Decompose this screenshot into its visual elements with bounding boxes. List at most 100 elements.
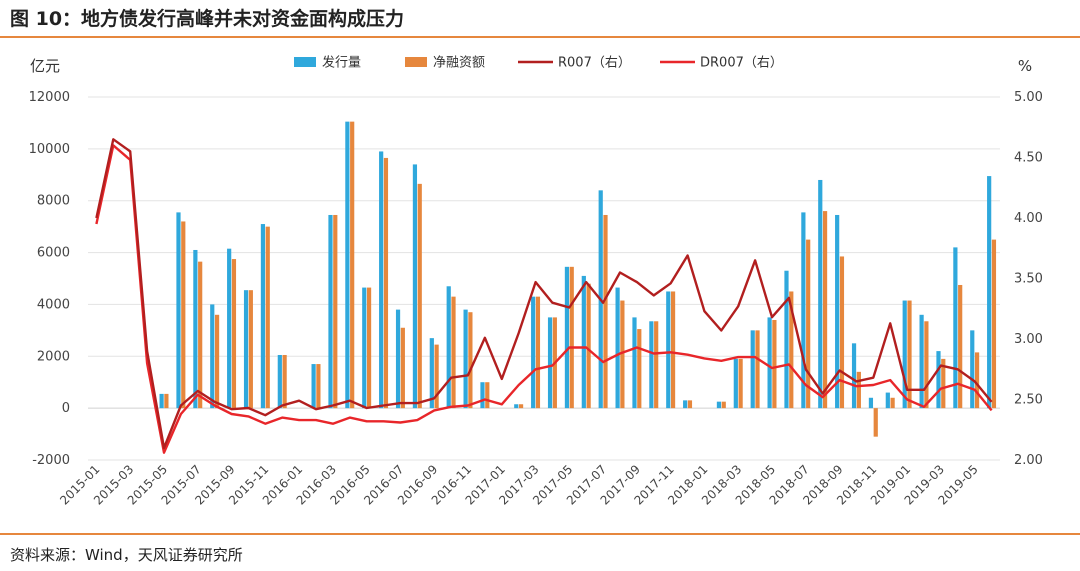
bar-net-financing (637, 329, 642, 409)
bar-issuance (885, 392, 890, 409)
bar-net-financing (839, 256, 845, 409)
bar-net-financing (974, 352, 980, 409)
bar-net-financing (890, 397, 895, 409)
y-left-tick-label: 0 (62, 401, 70, 416)
legend-dr007-label: DR007（右） (700, 56, 783, 71)
bar-issuance (345, 121, 350, 409)
bar-net-financing (181, 221, 186, 409)
bar-issuance (193, 249, 198, 409)
bar-net-financing (164, 393, 169, 409)
line-r007 (95, 138, 993, 450)
legend-issuance-label: 发行量 (322, 55, 361, 71)
y-right-tick-label: 4.50 (1014, 151, 1043, 166)
bar-issuance (851, 343, 857, 409)
y-right-tick-label: 2.50 (1014, 393, 1043, 408)
bar-issuance (733, 358, 738, 409)
bar-issuance (581, 275, 586, 409)
bar-net-financing (806, 239, 811, 409)
bar-net-financing (350, 121, 355, 409)
bar-issuance (818, 179, 823, 409)
bar-net-financing (941, 358, 946, 409)
bar-net-financing (654, 321, 659, 409)
bar-issuance (936, 351, 941, 409)
bar-issuance (632, 317, 637, 409)
bar-net-financing (789, 291, 794, 409)
bar-net-financing (907, 300, 912, 409)
bar-issuance (564, 266, 570, 409)
bar-issuance (801, 212, 806, 409)
bar-issuance (970, 330, 975, 409)
bar-net-financing (586, 283, 591, 409)
bar-issuance (260, 224, 266, 409)
bar-issuance (429, 338, 434, 409)
bar-issuance (328, 214, 333, 409)
bar-net-financing (873, 408, 878, 437)
bar-issuance (243, 290, 249, 409)
y-left-tick-label: -2000 (32, 453, 70, 468)
bar-issuance (395, 309, 401, 409)
y-right-tick-label: 2.00 (1014, 453, 1043, 468)
bar-net-financing (485, 382, 490, 409)
bar-net-financing (620, 300, 625, 409)
legend-r007-label: R007（右） (558, 56, 631, 71)
y-right-tick-label: 5.00 (1014, 90, 1043, 105)
y-right-axis-label: % (1018, 57, 1032, 75)
bar-issuance (666, 291, 671, 409)
y-right-tick-label: 4.00 (1014, 211, 1043, 226)
bar-issuance (767, 317, 772, 409)
bar-net-financing (822, 211, 828, 409)
legend-net-financing-label: 净融资额 (433, 56, 485, 71)
bar-net-financing (383, 157, 389, 409)
bar-issuance (311, 364, 316, 409)
y-left-tick-label: 8000 (37, 194, 70, 209)
source-note: 资料来源：Wind，天风证券研究所 (10, 546, 243, 564)
bar-net-financing (535, 296, 541, 409)
bar-issuance (919, 314, 924, 409)
bar-net-financing (366, 287, 372, 409)
bar-issuance (784, 270, 789, 409)
bar-net-financing (231, 259, 237, 409)
bar-net-financing (451, 296, 456, 409)
y-right-tick-label: 3.00 (1014, 332, 1043, 347)
y-left-axis-label: 亿元 (30, 57, 60, 75)
y-left-tick-label: 4000 (37, 297, 70, 312)
bar-net-financing (687, 400, 693, 409)
bar-net-financing (248, 290, 253, 409)
bar-net-financing (924, 321, 929, 409)
bar-net-financing (434, 344, 439, 409)
bar-issuance (463, 309, 468, 409)
bar-net-financing (468, 312, 473, 409)
line-dr007 (95, 144, 993, 454)
y-left-tick-label: 10000 (29, 142, 70, 157)
bar-net-financing (198, 261, 203, 409)
bar-net-financing (670, 291, 676, 409)
y-left-tick-label: 2000 (37, 349, 70, 364)
bar-net-financing (518, 404, 524, 409)
bar-issuance (902, 300, 907, 409)
bar-issuance (716, 401, 722, 409)
bar-net-financing (265, 226, 270, 409)
figure-title: 图 10：地方债发行高峰并未对资金面构成压力 (10, 8, 405, 30)
bar-net-financing (772, 319, 777, 409)
chart: 12000 10000 8000 6000 4000 2000 0 -2000 5.00 4.50… (29, 55, 1043, 508)
bar-issuance (480, 382, 485, 409)
bar-net-financing (400, 327, 405, 409)
bar-issuance (531, 296, 536, 409)
bar-issuance (547, 317, 553, 409)
bar-issuance (987, 176, 992, 409)
bar-net-financing (214, 314, 220, 409)
y-left-tick-label: 12000 (29, 90, 70, 105)
bar-issuance (412, 164, 418, 409)
bar-issuance (210, 304, 215, 409)
legend-issuance-swatch (294, 57, 316, 67)
y-right-tick-label: 3.50 (1014, 272, 1043, 287)
bar-issuance (176, 212, 181, 409)
bar-issuance (868, 397, 874, 409)
bar-net-financing (738, 358, 743, 409)
bar-net-financing (333, 214, 338, 409)
bar-net-financing (569, 266, 574, 409)
bar-issuance (446, 286, 451, 409)
bar-net-financing (958, 284, 963, 409)
bar-net-financing (755, 330, 760, 409)
bar-issuance (514, 404, 519, 409)
